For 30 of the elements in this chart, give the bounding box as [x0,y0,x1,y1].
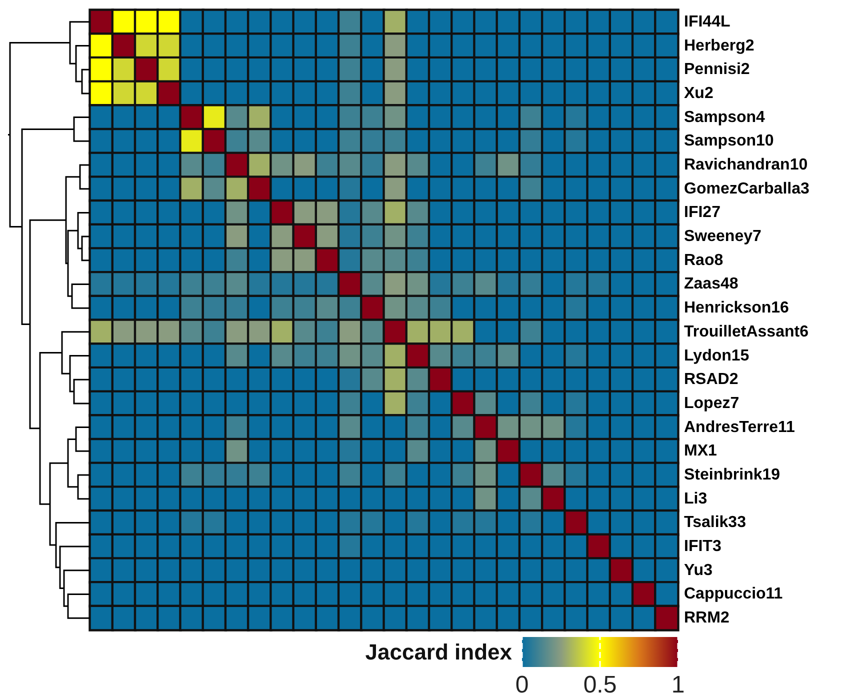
color-bar-label: 1 [671,672,685,697]
y-tick-label: Sampson4 [684,108,766,126]
color-bar-label: 0 [515,672,529,697]
y-tick-label: Sampson10 [684,132,774,150]
y-tick-label: Pennisi2 [684,61,750,78]
y-tick-label: Li3 [684,490,708,508]
y-tick-label: Steinbrink19 [684,466,780,484]
y-tick-label: Xu2 [684,84,714,102]
y-tick-label: Yu3 [684,562,713,579]
y-tick-label: Ravichandran10 [684,156,808,174]
color-bar-label: 0.5 [583,672,617,697]
y-tick-label: Tsalik33 [684,514,746,532]
y-tick-label: GomezCarballa3 [684,180,810,198]
y-tick-label: MX1 [684,442,717,460]
color-bar-title: Jaccard index [365,640,513,664]
y-tick-label: Zaas48 [684,276,738,293]
y-tick-label: Rao8 [684,252,724,269]
y-tick-label: Cappuccio11 [684,586,783,603]
y-tick-label: Henrickson16 [684,300,790,317]
y-tick-label: IFIT3 [684,538,722,556]
y-tick-label: IFI27 [684,204,721,222]
y-tick-label: RSAD2 [684,371,738,388]
y-tick-label: TrouilletAssant6 [684,323,809,340]
y-tick-label: Herberg2 [684,37,754,54]
y-tick-label: Sweeney7 [684,228,762,246]
y-tick-label: RRM2 [684,610,730,627]
y-tick-label: Lydon15 [684,347,750,364]
y-tick-label: AndresTerre11 [684,418,795,436]
y-tick-label: IFI44L [684,13,730,30]
y-tick-label: Lopez7 [684,394,740,412]
